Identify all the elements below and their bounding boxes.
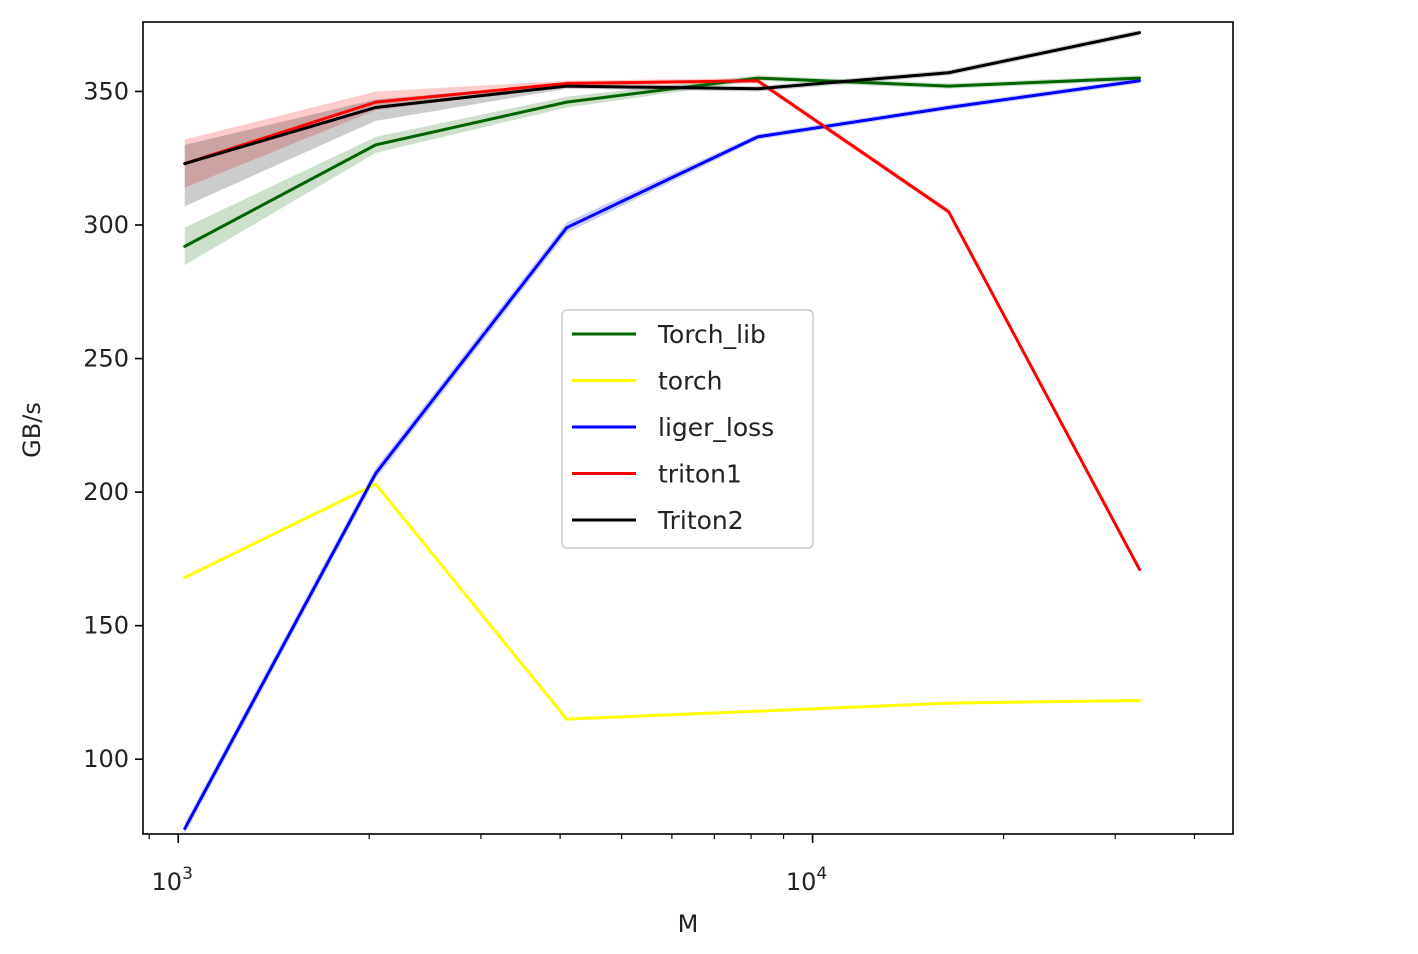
series-line-triton1 <box>183 79 1142 572</box>
legend-label-torch-lib: Torch_lib <box>657 320 766 349</box>
x-tick-label: 103 <box>152 864 193 896</box>
x-axis-label: M <box>678 910 699 938</box>
y-tick-label: 250 <box>83 345 129 373</box>
y-axis-label: GB/s <box>18 402 46 458</box>
plot-area-frame <box>142 21 1234 835</box>
x-tick-label: 104 <box>786 864 827 896</box>
y-tick-label: 300 <box>83 211 129 239</box>
y-tick-label: 200 <box>83 478 129 506</box>
series-lines <box>183 31 1142 831</box>
legend-label-liger-loss: liger_loss <box>658 413 774 442</box>
y-tick-label: 150 <box>83 612 129 640</box>
y-tick-label: 350 <box>83 77 129 105</box>
confidence-bands <box>184 30 1140 834</box>
series-line-torch-lib <box>183 76 1142 248</box>
band-triton2 <box>184 30 1140 207</box>
legend-label-triton1: triton1 <box>658 460 742 489</box>
series-line-liger-loss <box>183 79 1142 831</box>
series-line-torch <box>183 482 1142 721</box>
legend-label-torch: torch <box>658 367 722 396</box>
x-axis: 103 104 <box>148 834 1196 896</box>
y-tick-label: 100 <box>83 745 129 773</box>
band-triton1 <box>184 78 1140 573</box>
legend-label-triton2: Triton2 <box>657 506 744 535</box>
series-line-triton2 <box>183 31 1142 166</box>
y-axis: 100 150 200 250 300 350 <box>83 77 143 773</box>
legend-box <box>561 309 814 549</box>
